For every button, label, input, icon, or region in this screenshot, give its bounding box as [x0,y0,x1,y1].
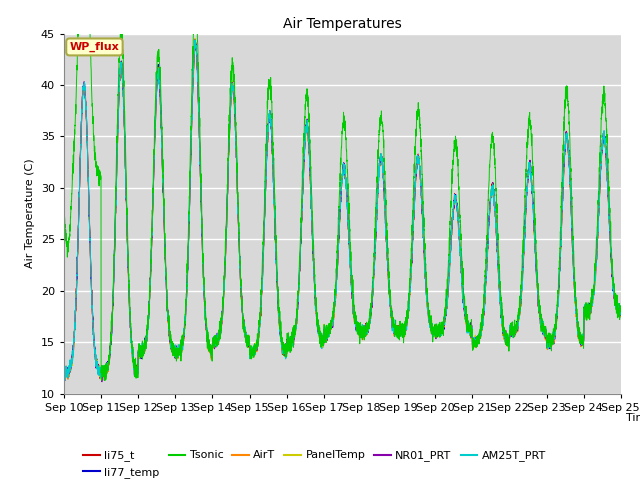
Text: Time: Time [627,413,640,423]
Legend: li75_t, li77_temp, Tsonic, AirT, PanelTemp, NR01_PRT, AM25T_PRT: li75_t, li77_temp, Tsonic, AirT, PanelTe… [79,446,550,480]
Title: Air Temperatures: Air Temperatures [283,17,402,31]
Y-axis label: Air Temperature (C): Air Temperature (C) [26,159,35,268]
Text: WP_flux: WP_flux [70,42,119,52]
